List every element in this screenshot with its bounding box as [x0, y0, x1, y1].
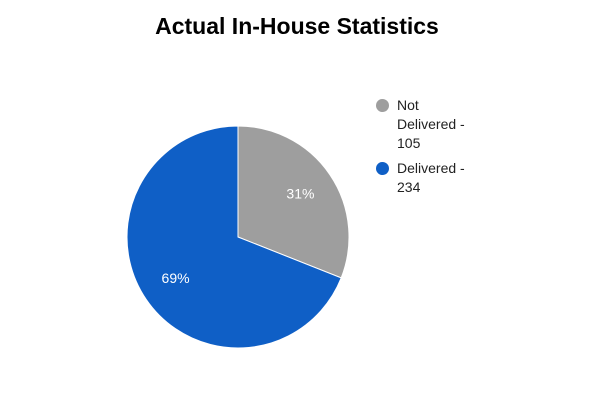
legend-label: Delivered - 234 — [397, 160, 465, 195]
legend-entry: Delivered - 234 — [376, 159, 476, 197]
chart-title: Actual In-House Statistics — [155, 13, 439, 39]
legend-swatch — [376, 162, 389, 175]
pie-slice — [126, 125, 342, 349]
legend: Not Delivered - 105 Delivered - 234 — [376, 96, 476, 203]
pie-slice — [237, 125, 350, 279]
legend-swatch — [376, 99, 389, 112]
legend-entry: Not Delivered - 105 — [376, 96, 476, 153]
slice-label: 31% — [286, 185, 314, 201]
slice-label: 69% — [162, 270, 190, 286]
legend-label: Not Delivered - 105 — [397, 97, 465, 151]
